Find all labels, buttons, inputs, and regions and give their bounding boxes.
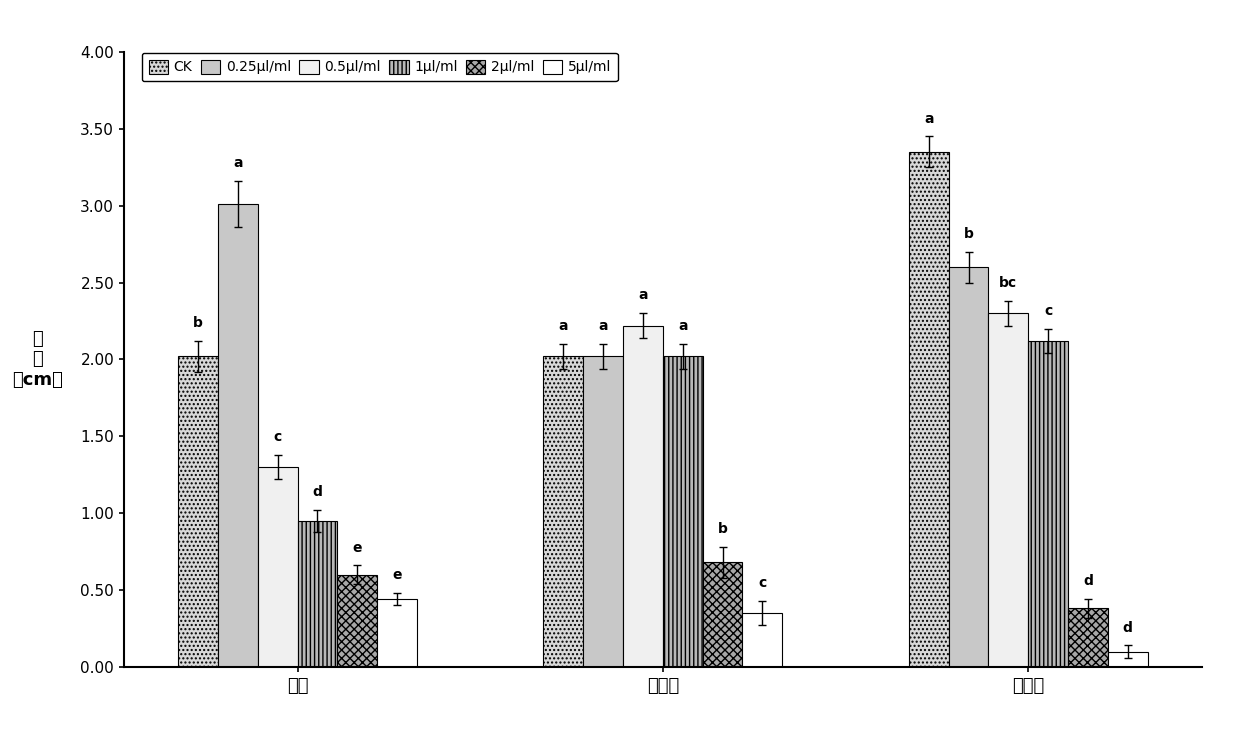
Text: c: c bbox=[274, 430, 281, 444]
Text: d: d bbox=[1123, 621, 1132, 634]
Bar bbox=[544, 356, 584, 667]
Text: b: b bbox=[964, 227, 974, 241]
Bar bbox=[584, 356, 623, 667]
Text: a: a bbox=[678, 319, 688, 333]
Bar bbox=[989, 313, 1028, 667]
Text: a: a bbox=[924, 112, 933, 126]
Bar bbox=[337, 575, 377, 667]
Text: b: b bbox=[193, 316, 203, 330]
Text: d: d bbox=[312, 485, 322, 499]
Bar bbox=[623, 325, 663, 667]
Bar bbox=[377, 599, 416, 667]
Bar bbox=[297, 521, 337, 667]
Bar bbox=[742, 613, 782, 667]
Bar bbox=[178, 356, 218, 667]
Bar bbox=[258, 467, 297, 667]
Bar bbox=[1028, 341, 1068, 667]
Bar bbox=[663, 356, 703, 667]
Legend: CK, 0.25μl/ml, 0.5μl/ml, 1μl/ml, 2μl/ml, 5μl/ml: CK, 0.25μl/ml, 0.5μl/ml, 1μl/ml, 2μl/ml,… bbox=[141, 53, 618, 82]
Text: b: b bbox=[717, 522, 727, 536]
Text: bc: bc bbox=[999, 276, 1017, 290]
Bar bbox=[218, 204, 258, 667]
Text: a: a bbox=[559, 319, 569, 333]
Bar bbox=[1068, 608, 1108, 667]
Text: a: a bbox=[638, 288, 648, 302]
Text: c: c bbox=[1044, 304, 1052, 318]
Text: e: e bbox=[393, 568, 401, 582]
Bar bbox=[949, 268, 989, 667]
Bar bbox=[703, 562, 742, 667]
Bar bbox=[1108, 651, 1147, 667]
Text: a: a bbox=[233, 156, 243, 170]
Text: 根
长
（cm）: 根 长 （cm） bbox=[12, 330, 63, 389]
Text: a: a bbox=[598, 319, 608, 333]
Text: e: e bbox=[352, 541, 362, 555]
Bar bbox=[909, 152, 949, 667]
Text: d: d bbox=[1083, 574, 1093, 588]
Text: c: c bbox=[758, 576, 767, 590]
